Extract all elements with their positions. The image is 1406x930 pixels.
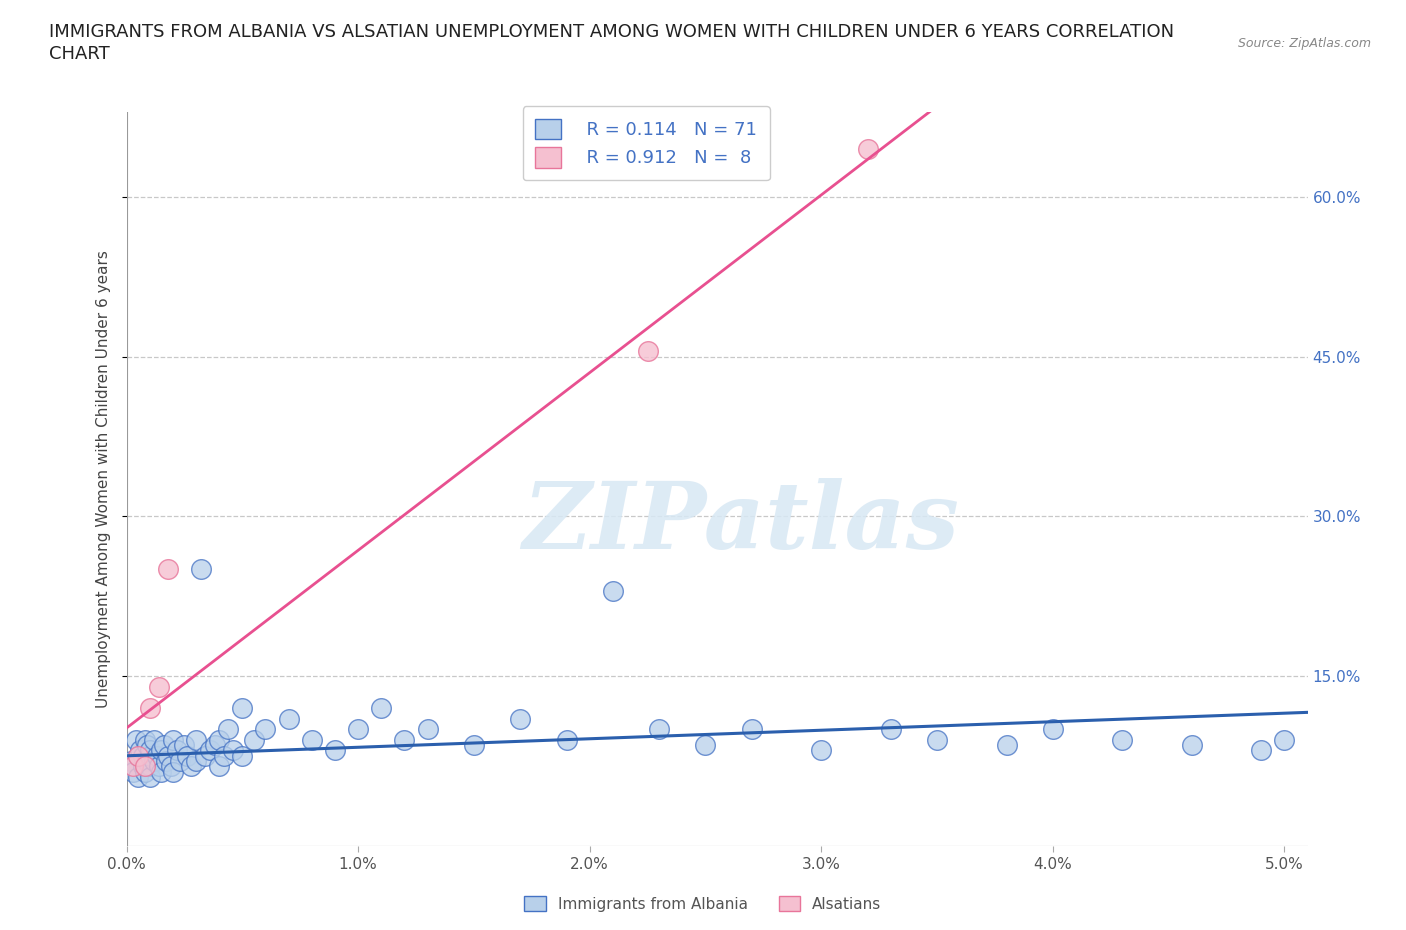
Point xyxy=(509,711,531,726)
Point xyxy=(1181,737,1204,752)
Point xyxy=(136,753,159,768)
Point xyxy=(145,749,167,764)
Point xyxy=(301,733,323,748)
Point xyxy=(741,722,763,737)
Text: ZIPatlas: ZIPatlas xyxy=(522,478,959,568)
Point xyxy=(138,700,160,715)
Point xyxy=(394,733,416,748)
Point xyxy=(1111,733,1133,748)
Text: Source: ZipAtlas.com: Source: ZipAtlas.com xyxy=(1237,37,1371,50)
Point xyxy=(194,749,217,764)
Point xyxy=(127,749,149,764)
Point xyxy=(157,749,180,764)
Point xyxy=(856,141,879,156)
Point xyxy=(162,733,184,748)
Point xyxy=(127,770,149,785)
Y-axis label: Unemployment Among Women with Children Under 6 years: Unemployment Among Women with Children U… xyxy=(96,250,111,708)
Text: IMMIGRANTS FROM ALBANIA VS ALSATIAN UNEMPLOYMENT AMONG WOMEN WITH CHILDREN UNDER: IMMIGRANTS FROM ALBANIA VS ALSATIAN UNEM… xyxy=(49,23,1174,41)
Point xyxy=(995,737,1018,752)
Point xyxy=(602,583,624,598)
Point xyxy=(162,764,184,779)
Point xyxy=(184,733,207,748)
Point xyxy=(134,759,156,774)
Point xyxy=(555,733,578,748)
Point xyxy=(159,759,181,774)
Point xyxy=(925,733,948,748)
Point xyxy=(134,733,156,748)
Point xyxy=(323,743,346,758)
Point xyxy=(127,749,149,764)
Point xyxy=(637,344,659,359)
Point xyxy=(122,764,145,779)
Point xyxy=(148,679,170,694)
Point xyxy=(150,743,173,758)
Legend: Immigrants from Albania, Alsatians: Immigrants from Albania, Alsatians xyxy=(519,889,887,918)
Point xyxy=(122,759,145,774)
Point xyxy=(180,759,202,774)
Point xyxy=(138,743,160,758)
Point xyxy=(243,733,266,748)
Point xyxy=(155,753,177,768)
Point xyxy=(648,722,671,737)
Point xyxy=(148,759,170,774)
Point xyxy=(132,749,155,764)
Point xyxy=(173,737,195,752)
Point xyxy=(1042,722,1064,737)
Point xyxy=(138,759,160,774)
Point xyxy=(136,737,159,752)
Text: CHART: CHART xyxy=(49,45,110,62)
Point xyxy=(143,753,166,768)
Legend:   R = 0.114   N = 71,   R = 0.912   N =  8: R = 0.114 N = 71, R = 0.912 N = 8 xyxy=(523,106,769,180)
Point xyxy=(810,743,832,758)
Point xyxy=(416,722,439,737)
Point xyxy=(463,737,485,752)
Point xyxy=(204,737,226,752)
Point xyxy=(138,749,160,764)
Point xyxy=(695,737,717,752)
Point xyxy=(208,759,231,774)
Point xyxy=(347,722,370,737)
Point xyxy=(1250,743,1272,758)
Point xyxy=(198,743,221,758)
Point xyxy=(222,743,245,758)
Point xyxy=(1274,733,1296,748)
Point xyxy=(152,737,174,752)
Point xyxy=(184,753,207,768)
Point xyxy=(212,749,235,764)
Point xyxy=(231,700,253,715)
Point xyxy=(143,733,166,748)
Point xyxy=(169,753,191,768)
Point xyxy=(370,700,392,715)
Point xyxy=(134,764,156,779)
Point xyxy=(132,759,155,774)
Point xyxy=(880,722,903,737)
Point xyxy=(150,764,173,779)
Point xyxy=(157,562,180,577)
Point xyxy=(231,749,253,764)
Point xyxy=(166,743,188,758)
Point xyxy=(208,733,231,748)
Point xyxy=(217,722,239,737)
Point xyxy=(120,753,142,768)
Point xyxy=(277,711,299,726)
Point xyxy=(190,562,212,577)
Point xyxy=(176,749,198,764)
Point xyxy=(138,770,160,785)
Point xyxy=(129,743,152,758)
Point xyxy=(254,722,277,737)
Point xyxy=(125,733,148,748)
